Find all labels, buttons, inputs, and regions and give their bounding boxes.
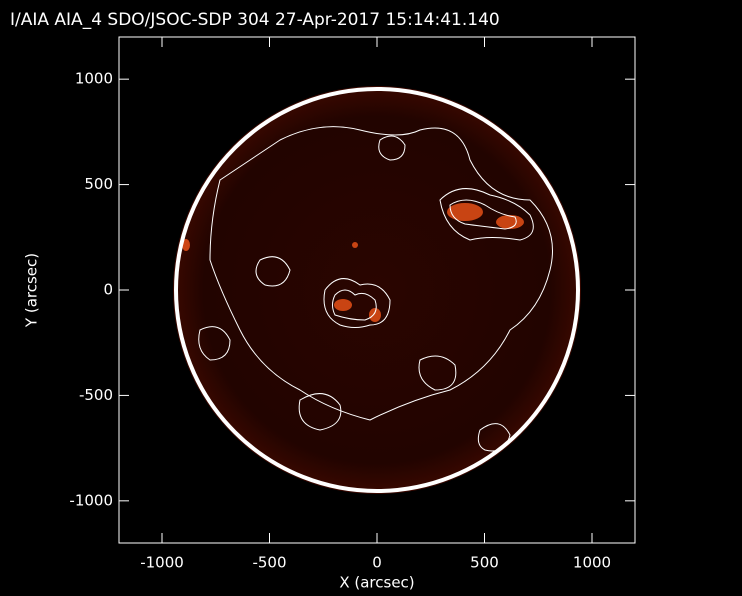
y-tick-label: 1000: [75, 70, 113, 88]
x-axis-label: X (arcsec): [339, 574, 414, 592]
x-tick-label: 1000: [573, 554, 611, 572]
page: {"chart_data": {"type": "image", "title"…: [0, 0, 742, 596]
chart: I/AIA AIA_4 SDO/JSOC-SDP 304 27-Apr-2017…: [0, 0, 742, 596]
x-tick-label: 500: [470, 554, 499, 572]
chart-title: I/AIA AIA_4 SDO/JSOC-SDP 304 27-Apr-2017…: [10, 10, 500, 30]
y-axis-label: Y (arcsec): [23, 253, 41, 328]
y-tick-label: 500: [84, 175, 113, 193]
x-tick-label: 0: [372, 554, 382, 572]
x-tick-label: -500: [252, 554, 286, 572]
solar-image: [173, 86, 581, 494]
y-tick-label: -500: [79, 386, 113, 404]
y-tick-label: -1000: [69, 491, 113, 509]
x-tick-label: -1000: [140, 554, 184, 572]
y-tick-label: 0: [103, 281, 113, 299]
